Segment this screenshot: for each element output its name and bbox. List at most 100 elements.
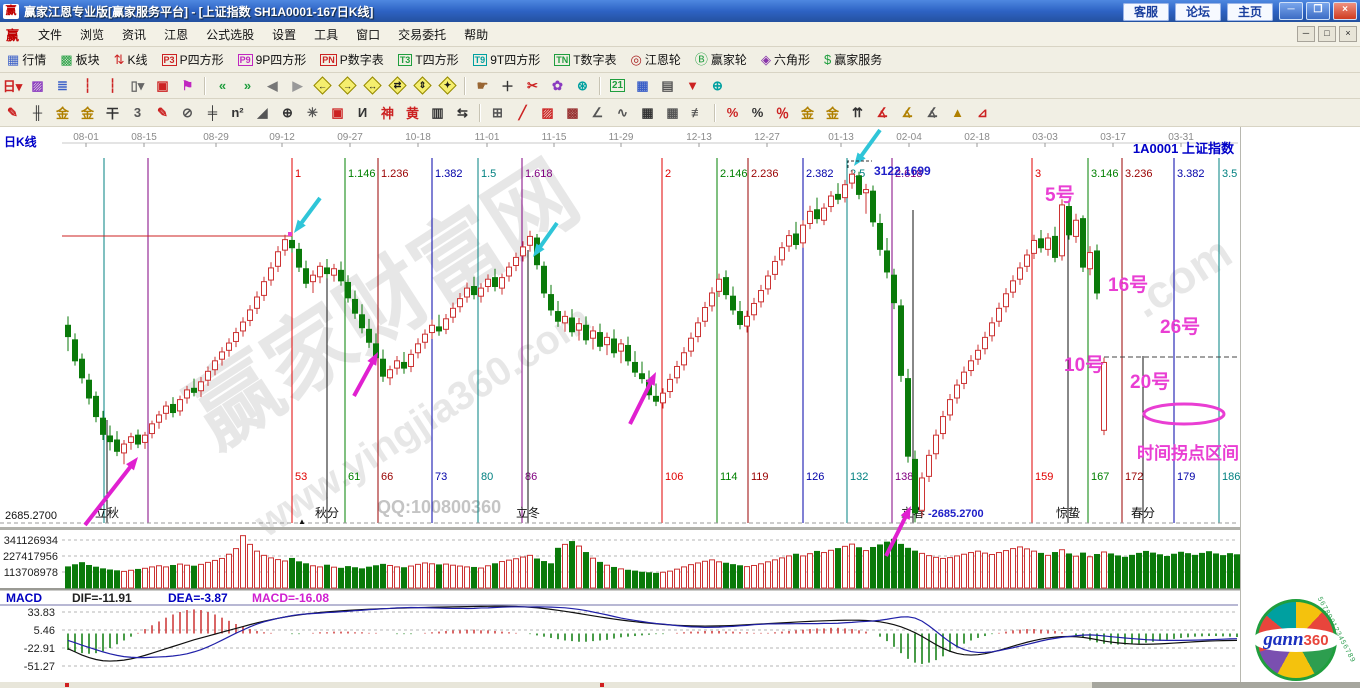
- draw-tool-button[interactable]: ∡: [871, 102, 894, 123]
- menu-item-window[interactable]: 窗口: [356, 27, 381, 42]
- t-number-table-button[interactable]: TN T数字表: [547, 49, 623, 70]
- draw-tool-button[interactable]: ✎: [151, 102, 174, 123]
- menu-item-tools[interactable]: 工具: [314, 27, 339, 42]
- draw-tool-button[interactable]: 金: [821, 102, 844, 123]
- draw-tool-button[interactable]: ▨: [536, 102, 559, 123]
- 9t-square-button[interactable]: T9 9T四方形: [466, 49, 548, 70]
- draw-tool-button[interactable]: 金: [76, 102, 99, 123]
- menu-item-help[interactable]: 帮助: [464, 27, 489, 42]
- draw-tool-button[interactable]: 金: [796, 102, 819, 123]
- draw-tool-button[interactable]: 干: [101, 102, 124, 123]
- draw-tool-button[interactable]: 神: [376, 102, 399, 123]
- t-square-button[interactable]: T3 T四方形: [391, 49, 466, 70]
- draw-tool-button[interactable]: 3: [126, 102, 149, 123]
- menu-item-trade-order[interactable]: 交易委托: [398, 27, 447, 42]
- 9p-square-button[interactable]: P9 9P四方形: [231, 49, 314, 70]
- close-button[interactable]: ×: [1333, 2, 1357, 20]
- draw-tool-button[interactable]: ▦: [636, 102, 659, 123]
- draw-tool-button[interactable]: ╫: [26, 102, 49, 123]
- draw-tool-button[interactable]: ▩: [561, 102, 584, 123]
- tool-icon-button[interactable]: ▯▾: [126, 75, 149, 96]
- tool-icon-button[interactable]: 日▾: [1, 75, 24, 96]
- draw-tool-button[interactable]: ∡: [896, 102, 919, 123]
- draw-tool-button[interactable]: ◢: [251, 102, 274, 123]
- draw-tool-button[interactable]: ▦: [661, 102, 684, 123]
- tool-icon-button[interactable]: ≣: [51, 75, 74, 96]
- menu-item-formula-stock-pick[interactable]: 公式选股: [206, 27, 255, 42]
- draw-tool-button[interactable]: ∿: [611, 102, 634, 123]
- p-square-button[interactable]: P3 P四方形: [155, 49, 231, 70]
- draw-tool-button[interactable]: ⇈: [846, 102, 869, 123]
- draw-tool-button[interactable]: %: [721, 102, 744, 123]
- draw-tool-button[interactable]: 金: [51, 102, 74, 123]
- bottom-scrollbar-thumb[interactable]: [1092, 682, 1360, 688]
- tool-icon-button[interactable]: ┆: [76, 75, 99, 96]
- tool-icon-button[interactable]: ▶: [286, 75, 309, 96]
- tool-icon-button[interactable]: ←: [311, 75, 334, 96]
- menu-item-settings[interactable]: 设置: [272, 27, 297, 42]
- child-minimize-button[interactable]: ─: [1297, 26, 1315, 42]
- draw-tool-button[interactable]: ≢: [686, 102, 709, 123]
- bottom-scrollbar[interactable]: [0, 682, 1360, 688]
- tool-icon-button[interactable]: ⇕: [411, 75, 434, 96]
- draw-tool-button[interactable]: ⇆: [451, 102, 474, 123]
- customer-service-button[interactable]: 客服: [1122, 2, 1169, 21]
- draw-tool-button[interactable]: ╱: [511, 102, 534, 123]
- draw-tool-button[interactable]: ╪: [201, 102, 224, 123]
- tool-icon-button[interactable]: ⊕: [706, 75, 729, 96]
- tool-icon-button[interactable]: 21: [606, 75, 629, 96]
- market-quote-button[interactable]: ▦ 行情: [0, 49, 53, 70]
- child-restore-button[interactable]: □: [1318, 26, 1336, 42]
- tool-icon-button[interactable]: ┆: [101, 75, 124, 96]
- draw-tool-button[interactable]: ⊞: [486, 102, 509, 123]
- draw-tool-button[interactable]: ⊘: [176, 102, 199, 123]
- tool-icon-button[interactable]: ▤: [656, 75, 679, 96]
- tool-icon-button[interactable]: →: [336, 75, 359, 96]
- tool-icon-button[interactable]: ⚑: [176, 75, 199, 96]
- draw-tool-button[interactable]: ▣: [326, 102, 349, 123]
- winner-wheel-button[interactable]: Ⓑ 赢家轮: [688, 49, 754, 70]
- tool-icon-button[interactable]: ▣: [151, 75, 174, 96]
- draw-tool-button[interactable]: ∠: [586, 102, 609, 123]
- draw-tool-button[interactable]: ∡: [921, 102, 944, 123]
- tool-icon-button[interactable]: ☛: [471, 75, 494, 96]
- draw-tool-button[interactable]: ✳: [301, 102, 324, 123]
- tool-icon-button[interactable]: ⇄: [386, 75, 409, 96]
- draw-tool-button[interactable]: ⊿: [971, 102, 994, 123]
- child-close-button[interactable]: ×: [1339, 26, 1357, 42]
- p-number-table-button[interactable]: PN P数字表: [313, 49, 391, 70]
- draw-tool-button[interactable]: ▲: [946, 102, 969, 123]
- draw-tool-button[interactable]: ✎: [1, 102, 24, 123]
- draw-tool-button[interactable]: 黄: [401, 102, 424, 123]
- tool-icon-button[interactable]: ＋: [496, 75, 519, 96]
- tool-icon-button[interactable]: ✿: [546, 75, 569, 96]
- restore-button[interactable]: ❐: [1306, 2, 1330, 20]
- menu-item-browse[interactable]: 浏览: [80, 27, 105, 42]
- minimize-button[interactable]: ─: [1279, 2, 1303, 20]
- draw-tool-button[interactable]: ⊕: [276, 102, 299, 123]
- kline-button[interactable]: ⇅ K线: [107, 49, 155, 70]
- sector-button[interactable]: ▩ 板块: [53, 49, 106, 70]
- draw-tool-button[interactable]: %: [746, 102, 769, 123]
- tool-icon-button[interactable]: ▼: [681, 75, 704, 96]
- menu-item-news[interactable]: 资讯: [122, 27, 147, 42]
- tool-icon-button[interactable]: ⊛: [571, 75, 594, 96]
- draw-tool-button[interactable]: ▥: [426, 102, 449, 123]
- kline-chart[interactable]: 赢家财富网www.yingjia360.com.comQQ:1008003600…: [0, 127, 1240, 682]
- homepage-button[interactable]: 主页: [1226, 2, 1273, 21]
- tool-icon-button[interactable]: ↔: [361, 75, 384, 96]
- gann-wheel-button[interactable]: ◎ 江恩轮: [624, 49, 688, 70]
- tool-icon-button[interactable]: ▨: [26, 75, 49, 96]
- draw-tool-button[interactable]: И: [351, 102, 374, 123]
- forum-button[interactable]: 论坛: [1174, 2, 1221, 21]
- winner-service-button[interactable]: $ 赢家服务: [817, 49, 889, 70]
- tool-icon-button[interactable]: »: [236, 75, 259, 96]
- tool-icon-button[interactable]: «: [211, 75, 234, 96]
- menu-item-file[interactable]: 文件: [38, 27, 63, 42]
- menu-item-gann[interactable]: 江恩: [164, 27, 189, 42]
- tool-icon-button[interactable]: ✦: [436, 75, 459, 96]
- tool-icon-button[interactable]: ◀: [261, 75, 284, 96]
- hexagon-button[interactable]: ◈ 六角形: [754, 49, 817, 70]
- draw-tool-button[interactable]: ％: [771, 102, 794, 123]
- draw-tool-button[interactable]: n²: [226, 102, 249, 123]
